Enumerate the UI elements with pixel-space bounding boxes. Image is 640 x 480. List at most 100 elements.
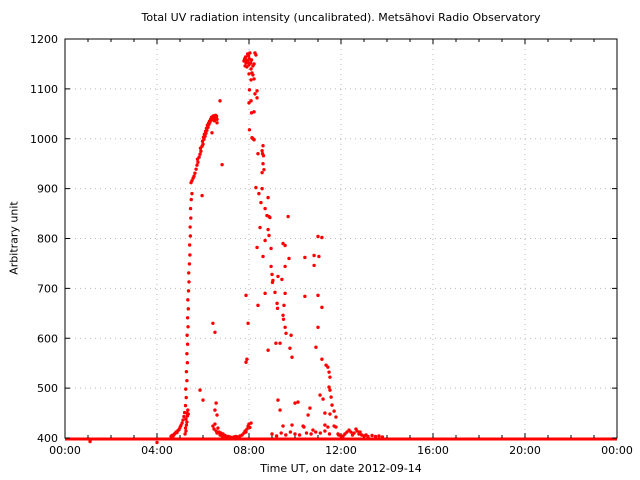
data-point [187, 243, 192, 247]
y-tick-label: 700 [37, 282, 58, 295]
data-point [284, 331, 288, 335]
data-point [255, 96, 259, 100]
data-point [280, 277, 284, 282]
data-point [377, 434, 381, 438]
data-point [184, 387, 188, 391]
y-tick-label: 1000 [30, 133, 58, 146]
data-point [215, 117, 219, 121]
data-point [214, 401, 218, 405]
data-point [281, 424, 285, 428]
data-point [270, 280, 275, 285]
data-point [183, 403, 188, 408]
data-point [355, 429, 359, 433]
data-point [215, 413, 219, 417]
data-point [276, 274, 280, 279]
data-point [185, 420, 189, 424]
chart-title: Total UV radiation intensity (uncalibrat… [141, 11, 541, 24]
data-point [327, 432, 332, 436]
data-point [252, 77, 256, 81]
data-point [198, 388, 202, 392]
data-point [185, 316, 190, 320]
data-point [211, 321, 215, 325]
x-axis-label: Time UT, on date 2012-09-14 [260, 462, 422, 475]
y-tick-label: 1200 [30, 33, 58, 46]
data-point [255, 245, 259, 250]
data-point [320, 235, 324, 240]
data-point [275, 306, 280, 311]
data-point [189, 216, 193, 220]
x-tick-label: 20:00 [509, 444, 541, 457]
data-point [316, 293, 320, 298]
data-point [184, 423, 189, 427]
data-point [244, 430, 248, 434]
x-tick-label: 16:00 [417, 444, 449, 457]
data-point [312, 253, 316, 258]
data-point [260, 170, 264, 175]
data-point [327, 385, 331, 389]
data-point [244, 293, 248, 298]
data-point [245, 357, 249, 361]
data-point [327, 370, 331, 374]
data-point [220, 162, 224, 167]
data-point [186, 325, 190, 329]
data-point [269, 264, 273, 269]
data-point [198, 152, 202, 156]
data-point [308, 406, 312, 410]
data-point [317, 254, 321, 259]
data-point [245, 427, 249, 431]
data-point [249, 421, 253, 425]
x-tick-label: 00:00 [601, 444, 633, 457]
data-point [267, 233, 271, 238]
data-point [370, 433, 374, 438]
data-point [270, 432, 274, 436]
y-tick-label: 600 [37, 332, 58, 345]
data-point [263, 238, 267, 243]
data-point [358, 430, 362, 434]
data-point [214, 114, 219, 119]
data-point [183, 432, 187, 436]
data-point [184, 395, 188, 400]
data-point [251, 73, 255, 77]
data-point [266, 227, 270, 232]
x-tick-label: 00:00 [49, 444, 81, 457]
data-point [304, 431, 309, 435]
data-point [249, 67, 253, 71]
data-point [186, 408, 190, 412]
data-point [266, 348, 270, 352]
data-point [318, 431, 322, 435]
data-point [261, 161, 265, 166]
data-point [276, 398, 280, 402]
data-point [185, 378, 189, 383]
data-point [248, 61, 253, 65]
data-point [216, 426, 220, 430]
data-point [261, 154, 266, 158]
data-point [248, 425, 252, 430]
data-point [252, 138, 256, 142]
data-point [192, 174, 196, 178]
data-point [194, 167, 198, 171]
data-point [293, 432, 297, 436]
data-point [186, 298, 190, 302]
data-point [321, 397, 325, 401]
data-point [306, 413, 310, 417]
data-point [352, 431, 356, 435]
data-point [210, 131, 214, 135]
data-point [293, 401, 297, 405]
data-point [267, 214, 271, 219]
data-point [218, 99, 222, 103]
data-point [184, 417, 188, 421]
data-point [288, 346, 292, 350]
data-point [281, 317, 286, 321]
data-point [187, 262, 192, 266]
data-point [318, 393, 322, 397]
data-point [328, 412, 332, 416]
data-point [273, 290, 277, 295]
data-point [249, 111, 254, 115]
data-point [155, 440, 159, 445]
data-point [328, 375, 332, 379]
data-point [269, 246, 273, 251]
data-point [275, 301, 279, 306]
data-point [330, 403, 334, 407]
data-point [303, 294, 307, 299]
